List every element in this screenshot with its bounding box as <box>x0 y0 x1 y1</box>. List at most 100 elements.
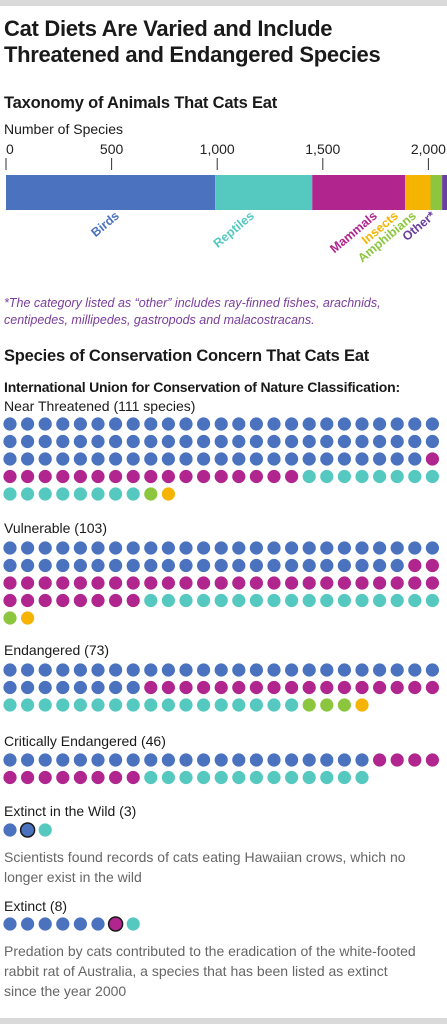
dot-birds <box>390 663 404 677</box>
dot-mammals <box>232 680 246 695</box>
dot-mammals <box>3 770 17 785</box>
dot-birds <box>197 434 211 449</box>
dot-birds <box>73 434 87 449</box>
dot-mammals <box>21 469 35 484</box>
dot-birds <box>267 434 281 449</box>
dot-mammals <box>126 593 140 608</box>
dot-mammals <box>337 680 351 695</box>
dot-birds <box>21 663 35 677</box>
dot-birds <box>425 434 439 449</box>
dot-birds <box>3 753 17 767</box>
dot-mammals <box>107 916 124 932</box>
dot-birds <box>214 452 228 466</box>
dot-birds <box>197 541 211 555</box>
dot-birds <box>126 680 140 695</box>
dot-birds <box>285 434 299 449</box>
dot-birds <box>56 558 70 573</box>
dot-mammals <box>390 576 404 590</box>
dot-birds <box>337 663 351 677</box>
dot-mammals <box>425 680 439 695</box>
dot-birds <box>355 452 369 466</box>
group-label-critically-endangered: Critically Endangered (46) <box>4 733 166 749</box>
dot-mammals <box>91 469 105 484</box>
dot-reptiles <box>425 593 439 608</box>
dot-mammals <box>197 680 211 695</box>
dot-birds <box>214 417 228 431</box>
dot-birds <box>267 417 281 431</box>
dot-mammals <box>232 576 246 590</box>
dot-reptiles <box>232 593 246 608</box>
dot-mammals <box>232 469 246 484</box>
dot-birds <box>320 753 334 767</box>
group-label-near-threatened: Near Threatened (111 species) <box>4 398 196 414</box>
dot-mammals <box>161 576 175 590</box>
taxonomy-heading: Taxonomy of Animals That Cats Eat <box>4 94 278 112</box>
dot-reptiles <box>355 770 369 785</box>
dot-birds <box>38 417 52 431</box>
dot-amphibians <box>144 487 158 501</box>
dot-birds <box>355 663 369 677</box>
dot-reptiles <box>197 770 211 785</box>
dot-birds <box>21 417 35 431</box>
dot-mammals <box>285 469 299 484</box>
dot-birds <box>249 753 263 767</box>
dot-birds <box>232 558 246 573</box>
waffle-vulnerable <box>3 541 439 625</box>
group-label-extinct-in-wild: Extinct in the Wild (3) <box>4 803 137 819</box>
bar-segment-amphibians <box>430 175 443 210</box>
dot-birds <box>197 558 211 573</box>
dot-birds <box>302 541 316 555</box>
dot-reptiles <box>161 593 175 608</box>
dot-birds <box>161 753 175 767</box>
dot-birds <box>320 452 334 466</box>
dot-birds <box>232 663 246 677</box>
dot-mammals <box>425 576 439 590</box>
extinct-in-wild-note: Scientists found records of cats eating … <box>4 849 406 885</box>
waffle-critically-endangered <box>3 753 439 785</box>
dot-birds <box>390 452 404 466</box>
dot-mammals <box>109 593 123 608</box>
dot-birds <box>337 417 351 431</box>
dot-birds <box>3 417 17 431</box>
dot-mammals <box>408 753 422 767</box>
dot-reptiles <box>91 487 105 501</box>
dot-birds <box>214 434 228 449</box>
dot-reptiles <box>126 917 140 931</box>
dot-birds <box>179 434 193 449</box>
dot-reptiles <box>390 469 404 484</box>
dot-mammals <box>249 469 263 484</box>
dot-birds <box>38 541 52 555</box>
dot-birds <box>390 558 404 573</box>
dot-birds <box>425 663 439 677</box>
dot-birds <box>91 541 105 555</box>
dot-birds <box>285 663 299 677</box>
dot-birds <box>91 417 105 431</box>
dot-mammals <box>179 576 193 590</box>
dot-birds <box>91 753 105 767</box>
dot-birds <box>161 558 175 573</box>
dot-reptiles <box>179 698 193 712</box>
dot-birds <box>320 541 334 555</box>
dot-birds <box>73 663 87 677</box>
dot-birds <box>337 753 351 767</box>
dot-reptiles <box>214 770 228 785</box>
dot-reptiles <box>249 770 263 785</box>
dot-mammals <box>3 469 17 484</box>
dot-birds <box>302 558 316 573</box>
dot-birds <box>337 452 351 466</box>
dot-birds <box>73 541 87 555</box>
dot-birds <box>38 452 52 466</box>
dot-mammals <box>267 576 281 590</box>
dot-reptiles <box>109 487 123 501</box>
dot-mammals <box>21 576 35 590</box>
dot-reptiles <box>337 593 351 608</box>
dot-birds <box>285 452 299 466</box>
dot-reptiles <box>56 487 70 501</box>
dot-mammals <box>38 576 52 590</box>
dot-birds <box>144 558 158 573</box>
dot-mammals <box>249 576 263 590</box>
dot-birds <box>38 680 52 695</box>
dot-mammals <box>302 680 316 695</box>
dot-birds <box>302 417 316 431</box>
dot-mammals <box>197 576 211 590</box>
